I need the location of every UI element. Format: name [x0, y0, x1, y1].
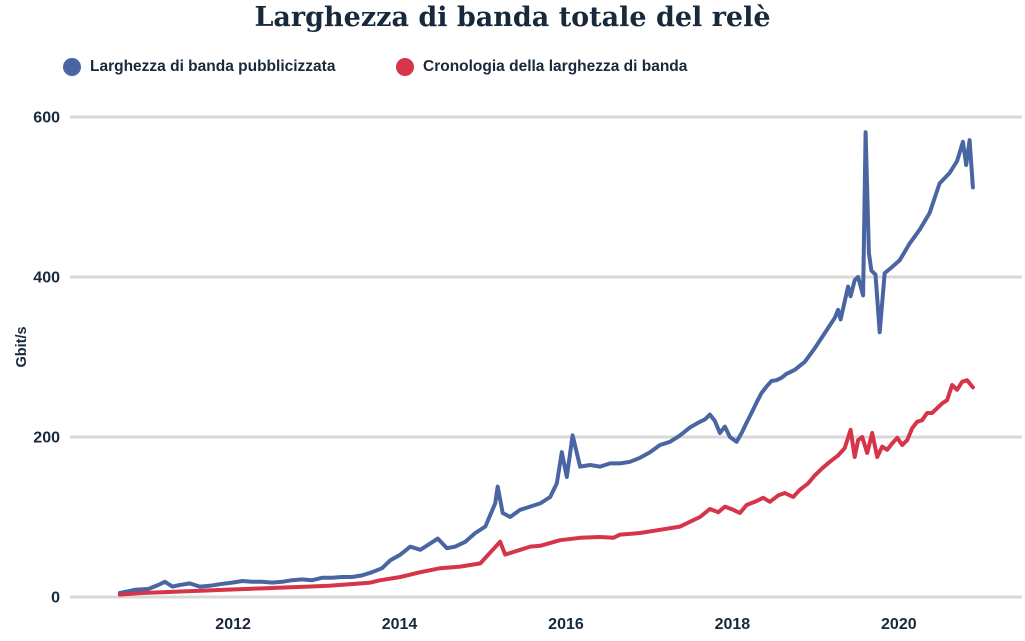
y-axis-label: Gbit/s	[14, 326, 30, 367]
legend-dot-advertised-bandwidth-icon	[63, 57, 81, 76]
legend-label-bandwidth-history: Cronologia della larghezza di banda	[423, 57, 688, 75]
x-tick-label-2014: 2014	[382, 616, 418, 633]
y-tick-label-0: 0	[51, 590, 60, 607]
x-tick-label-2020: 2020	[881, 616, 917, 633]
series-line-bandwidth-history	[117, 378, 975, 597]
x-tick-label-2018: 2018	[715, 616, 751, 633]
legend-item-bandwidth-history: Cronologia della larghezza di banda	[396, 56, 687, 77]
page-title: Larghezza di banda totale del relè	[254, 2, 771, 33]
x-tick-label-2016: 2016	[548, 616, 584, 633]
y-tick-label-400: 400	[33, 270, 60, 287]
legend-dot-bandwidth-history-icon	[396, 57, 414, 76]
legend-item-advertised-bandwidth: Larghezza di banda pubblicizzata	[63, 56, 335, 77]
series-lines	[117, 130, 975, 597]
y-tick-label-200: 200	[33, 430, 60, 447]
x-tick-label-2012: 2012	[215, 616, 251, 633]
y-axis-tick-labels: 0 200 400 600	[33, 110, 60, 607]
series-line-advertised-bandwidth	[117, 130, 975, 595]
y-tick-label-600: 600	[33, 110, 60, 127]
gridlines	[70, 115, 1022, 599]
x-axis-tick-labels: 2012 2014 2016 2018 2020	[215, 616, 916, 633]
legend-label-advertised-bandwidth: Larghezza di banda pubblicizzata	[90, 57, 336, 75]
